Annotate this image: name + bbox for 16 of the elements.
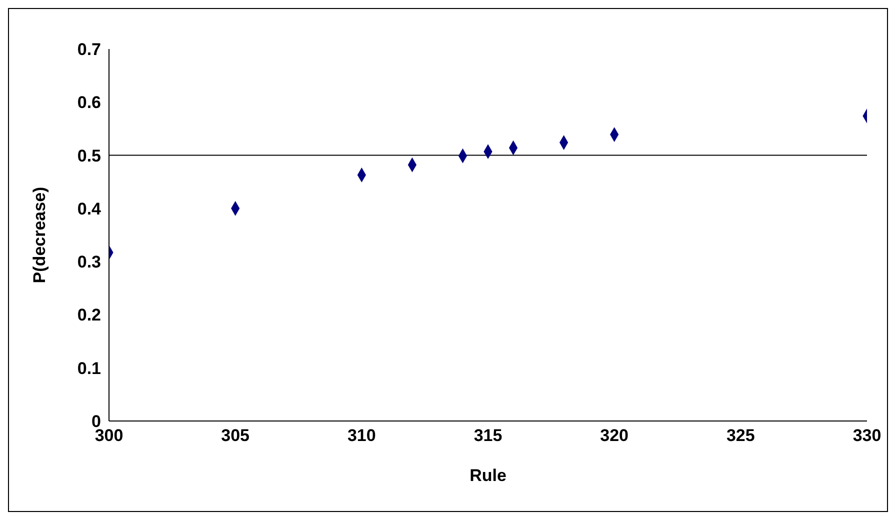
- y-axis-title: P(decrease): [30, 186, 50, 284]
- y-tick-label: 0.4: [77, 199, 102, 218]
- x-tick-label: 330: [852, 426, 882, 446]
- x-tick-label: 320: [600, 426, 629, 446]
- y-tick-label: 0.5: [77, 146, 101, 166]
- x-tick-label: 325: [726, 426, 755, 446]
- y-tick-label: 0.6: [77, 93, 101, 112]
- y-tick-label: 0.2: [77, 306, 101, 325]
- x-tick-label: 315: [474, 426, 502, 446]
- x-tick-label: 305: [221, 426, 250, 446]
- x-tick-label: 310: [347, 426, 376, 446]
- x-axis-title: Rule: [470, 466, 506, 485]
- x-tick-label: 300: [94, 426, 124, 446]
- y-tick-label: 0.3: [77, 252, 101, 272]
- y-tick-label: 0.7: [77, 40, 101, 60]
- y-tick-label: 0.1: [77, 358, 101, 378]
